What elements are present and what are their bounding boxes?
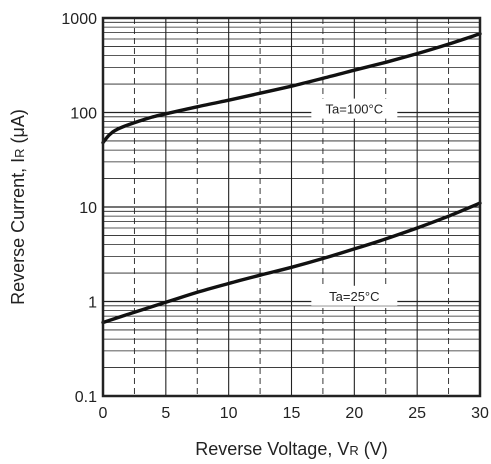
x-tick-label: 30: [471, 405, 489, 422]
x-tick-label: 20: [345, 405, 363, 422]
y-axis-title-subscript: R: [12, 148, 27, 157]
series-labels: Ta=100°C Ta=25°C: [311, 98, 398, 306]
y-axis-title: Reverse Current, IR (μA): [8, 109, 28, 305]
plot-frame: [101, 16, 482, 398]
y-tick-label: 10: [79, 200, 97, 217]
series-label-background: [311, 285, 398, 306]
x-tick-labels: 0 5 10 15 20 25 30: [99, 405, 489, 422]
y-tick-label: 0.1: [75, 389, 97, 406]
y-axis-title-main: Reverse Current, I: [8, 158, 28, 305]
series-label-background: [311, 98, 398, 119]
y-tick-label: 1000: [61, 11, 97, 28]
series-line-25c: [101, 201, 482, 325]
data-curves: [101, 32, 482, 325]
series-label-100c: Ta=100°C: [326, 102, 384, 117]
x-axis-title: Reverse Voltage, VR (V): [195, 439, 387, 459]
series-line-100c: [101, 32, 482, 145]
x-tick-label: 5: [161, 405, 170, 422]
x-axis-title-unit: (V): [359, 439, 388, 459]
x-tick-label: 10: [220, 405, 238, 422]
x-tick-label: 25: [408, 405, 426, 422]
y-tick-label: 1: [88, 295, 97, 312]
series-label-25c: Ta=25°C: [329, 289, 379, 304]
y-tick-label: 100: [70, 106, 97, 123]
grid-lines: [103, 18, 480, 396]
y-tick-labels: 0.1 1 10 100 1000: [61, 11, 97, 406]
x-tick-label: 0: [99, 405, 108, 422]
x-axis-title-main: Reverse Voltage, V: [195, 439, 349, 459]
x-tick-label: 15: [283, 405, 301, 422]
x-axis-title-subscript: R: [349, 443, 358, 458]
y-axis-title-unit: (μA): [8, 109, 28, 148]
